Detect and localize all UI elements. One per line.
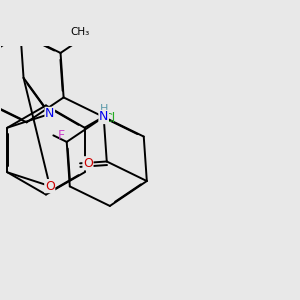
Text: O: O	[83, 157, 93, 170]
Text: Cl: Cl	[103, 112, 115, 125]
Text: F: F	[58, 129, 65, 142]
Text: N: N	[99, 110, 108, 124]
Text: H: H	[100, 104, 108, 114]
Text: CH₃: CH₃	[70, 27, 90, 37]
Text: N: N	[45, 107, 55, 120]
Text: O: O	[45, 180, 55, 193]
